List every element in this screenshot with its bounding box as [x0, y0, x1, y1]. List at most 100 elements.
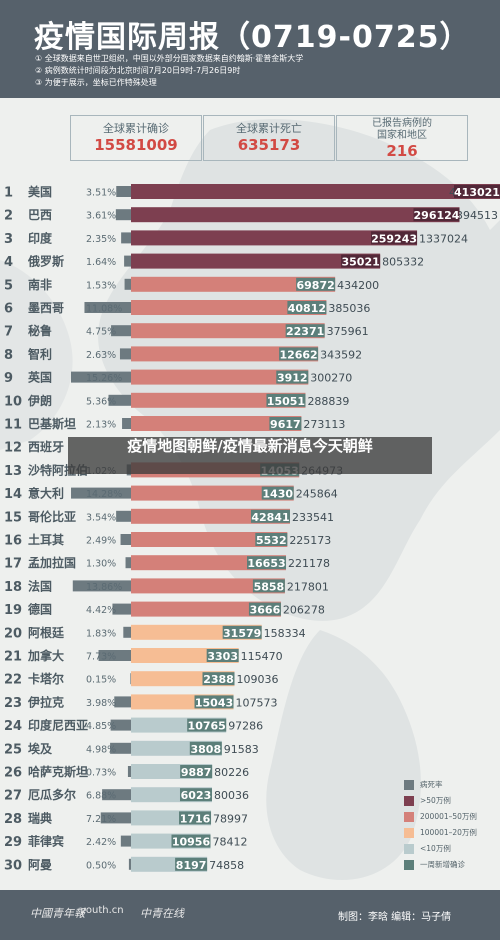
weekly-new-label: 15051 — [267, 395, 305, 408]
overlay-banner: 疫情地图朝鲜/疫情最新消息今天朝鲜 — [68, 437, 432, 474]
stat-global-deaths: 全球累计死亡 635173 — [203, 115, 335, 161]
death-rate-label: 15.26% — [86, 373, 122, 384]
death-rate-bar — [98, 650, 131, 661]
total-confirmed-label: 245864 — [296, 488, 338, 501]
weekly-new-label: 31579 — [223, 627, 261, 640]
weekly-new-label: 9617 — [270, 418, 301, 431]
header-notes: ① 全球数据来自世卫组织，中国以外部分国家数据来自约翰斯·霍普金斯大学 ② 病例… — [35, 53, 303, 89]
country-label: 俄罗斯 — [27, 254, 64, 269]
weekly-new-bar — [296, 277, 336, 291]
death-rate-bar — [120, 835, 131, 847]
total-confirmed-bar — [131, 578, 285, 594]
rank-label: 20 — [4, 626, 22, 641]
death-rate-label: 0.15% — [86, 675, 116, 686]
total-confirmed-bar — [131, 207, 460, 223]
legend-item: <10万例 — [404, 842, 499, 856]
death-rate-label: 14.28% — [86, 489, 122, 500]
total-confirmed-bar — [131, 485, 294, 501]
country-label: 哥伦比亚 — [28, 509, 76, 524]
rank-label: 5 — [4, 278, 13, 293]
death-rate-bar — [128, 858, 131, 870]
stat-countries: 已报告病例的 国家和地区 216 — [336, 115, 468, 161]
country-label: 土耳其 — [28, 532, 64, 547]
weekly-new-label: 9887 — [181, 766, 212, 779]
weekly-new-label: 15043 — [195, 696, 233, 709]
death-rate-label: 1.30% — [86, 559, 116, 570]
credits: 制图：李晗 编辑：马子倩 — [338, 912, 452, 923]
legend-label: 200001–50万例 — [420, 812, 477, 821]
total-confirmed-label: 288839 — [307, 395, 349, 408]
total-confirmed-label: 78997 — [213, 812, 248, 825]
death-rate-label: 4.85% — [86, 721, 116, 732]
country-label: 埃及 — [28, 741, 53, 756]
country-label: 哈萨克斯坦 — [28, 764, 88, 779]
country-label: 西班牙 — [28, 439, 64, 454]
weekly-new-bar — [250, 509, 290, 523]
weekly-new-label: 3666 — [250, 604, 281, 617]
death-rate-label: 1.64% — [86, 257, 116, 268]
country-label: 印度尼西亚 — [28, 718, 88, 733]
death-rate-bar — [116, 510, 131, 522]
weekly-new-label: 3808 — [190, 743, 221, 756]
country-label: 孟加拉国 — [28, 555, 76, 570]
country-label: 菲律宾 — [28, 834, 64, 849]
country-label: 巴西 — [28, 208, 52, 222]
death-rate-bar — [120, 534, 131, 545]
weekly-new-label: 3303 — [207, 650, 238, 663]
weekly-new-bar — [180, 765, 213, 778]
total-confirmed-label: 375961 — [327, 325, 369, 338]
weekly-new-label: 3912 — [277, 372, 308, 385]
stat-label: 全球累计确诊 — [103, 122, 169, 135]
logo-cyol: 中國青年報 — [30, 907, 85, 920]
weekly-new-bar — [266, 393, 306, 407]
rank-label: 2 — [4, 209, 13, 224]
weekly-new-label: 10765 — [188, 720, 226, 733]
death-rate-label: 3.51% — [86, 188, 116, 199]
death-rate-bar — [124, 255, 131, 267]
death-rate-bar — [108, 394, 131, 406]
weekly-new-bar — [287, 301, 327, 314]
death-rate-bar — [127, 766, 131, 777]
legend-item: 病死率 — [404, 778, 499, 792]
weekly-new-bar — [202, 672, 235, 686]
death-rate-bar — [115, 209, 131, 221]
legend-swatch — [404, 844, 414, 854]
weekly-new-label: 8197 — [176, 859, 207, 872]
weekly-new-bar — [269, 417, 302, 430]
total-confirmed-bar — [131, 184, 500, 199]
death-rate-label: 11.08% — [86, 304, 122, 315]
legend-label: 一周新增确诊 — [420, 860, 465, 869]
death-rate-label: 2.13% — [86, 420, 116, 431]
weekly-new-label: 5532 — [256, 534, 287, 547]
weekly-new-label: 35021 — [341, 256, 379, 269]
death-rate-label: 4.42% — [86, 605, 116, 616]
rank-label: 11 — [4, 418, 22, 433]
rank-label: 23 — [4, 696, 22, 711]
weekly-new-bar — [371, 231, 418, 245]
total-confirmed-bar — [131, 416, 302, 431]
total-confirmed-label: 221178 — [288, 557, 330, 570]
death-rate-label: 13.86% — [86, 582, 122, 593]
rank-label: 14 — [4, 487, 22, 502]
country-label: 法国 — [28, 578, 52, 593]
total-confirmed-bar — [131, 532, 288, 547]
note-line: ① 全球数据来自世卫组织，中国以外部分国家数据来自约翰斯·霍普金斯大学 — [35, 54, 304, 63]
total-confirmed-label: 74858 — [209, 859, 244, 872]
weekly-new-bar — [248, 602, 281, 616]
country-label: 瑞典 — [28, 810, 52, 825]
logo-zqzx: 中青在线 — [140, 907, 184, 920]
total-confirmed-label: 80036 — [214, 789, 249, 802]
death-rate-bar — [130, 673, 131, 685]
weekly-new-bar — [222, 625, 262, 639]
rank-label: 27 — [4, 789, 22, 804]
death-rate-label: 3.61% — [86, 211, 116, 222]
total-confirmed-label: 273113 — [303, 418, 345, 431]
stat-label: 已报告病例的 国家和地区 — [372, 118, 432, 141]
country-label: 加拿大 — [27, 648, 64, 663]
stat-value: 216 — [386, 142, 418, 160]
weekly-new-label: 10956 — [172, 836, 211, 849]
country-label: 英国 — [28, 370, 52, 385]
weekly-new-label: 16653 — [247, 557, 285, 570]
death-rate-bar — [71, 487, 131, 499]
